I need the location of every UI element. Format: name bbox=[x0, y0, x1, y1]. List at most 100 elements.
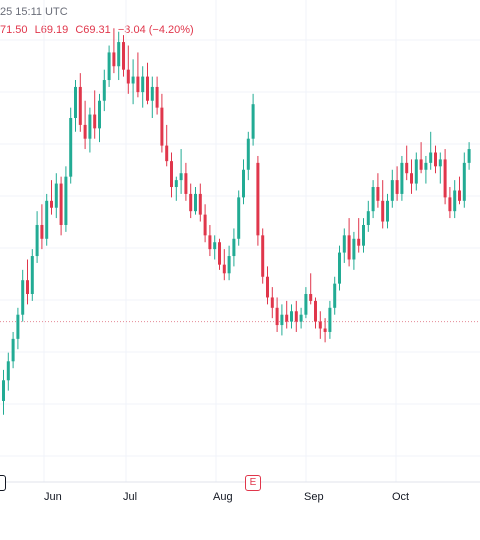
candle bbox=[347, 218, 351, 267]
candle bbox=[280, 304, 284, 336]
candle-body bbox=[458, 190, 461, 201]
candle-body bbox=[400, 162, 404, 194]
candle bbox=[112, 28, 116, 74]
candle-body bbox=[6, 361, 10, 381]
candle-body bbox=[448, 197, 452, 212]
candle-body bbox=[462, 162, 466, 201]
candle bbox=[299, 307, 303, 329]
ohlc-low: L69.19 bbox=[34, 24, 69, 36]
candle-body bbox=[285, 314, 289, 322]
candle bbox=[179, 149, 183, 194]
candle-body bbox=[203, 214, 207, 236]
candle-body bbox=[438, 159, 442, 167]
candle-body bbox=[102, 80, 106, 101]
ohlc-change: −3.04 (−4.20%) bbox=[117, 24, 194, 36]
candle bbox=[227, 245, 231, 281]
candle bbox=[50, 180, 53, 215]
candle bbox=[218, 238, 221, 270]
candle bbox=[424, 155, 428, 184]
candle bbox=[26, 259, 29, 305]
candle-body bbox=[131, 76, 135, 84]
candle-body bbox=[107, 52, 111, 81]
candle bbox=[232, 228, 236, 267]
candle-body bbox=[74, 86, 77, 118]
candle-body bbox=[309, 294, 313, 301]
candle bbox=[213, 235, 217, 260]
candle-body bbox=[146, 76, 149, 101]
candle-body bbox=[266, 276, 269, 298]
candle bbox=[165, 124, 169, 167]
candle-body bbox=[2, 380, 5, 401]
candle-body bbox=[256, 162, 260, 236]
candle-body bbox=[198, 193, 202, 215]
candle bbox=[11, 331, 15, 369]
candle-body bbox=[83, 124, 87, 139]
candle-body bbox=[35, 224, 39, 257]
candle-body bbox=[347, 235, 351, 260]
candle bbox=[309, 273, 313, 305]
candle bbox=[126, 45, 130, 94]
candle-body bbox=[366, 211, 370, 225]
candle bbox=[93, 90, 97, 139]
candle bbox=[366, 200, 370, 232]
candle-body bbox=[242, 169, 245, 198]
candle bbox=[275, 297, 279, 332]
candle-body bbox=[323, 328, 327, 332]
header-timestamp: 25 15:11 UTC bbox=[0, 6, 68, 18]
candle-body bbox=[261, 235, 265, 277]
candle bbox=[261, 228, 265, 284]
candle-body bbox=[78, 86, 82, 125]
candle bbox=[242, 159, 245, 205]
candle bbox=[150, 76, 154, 118]
candle bbox=[136, 52, 140, 98]
candle bbox=[170, 152, 173, 198]
candle bbox=[35, 211, 39, 263]
candle-body bbox=[357, 238, 361, 246]
candle-body bbox=[328, 307, 332, 332]
x-tick-label: Jul bbox=[123, 491, 137, 503]
candle bbox=[208, 224, 212, 257]
candles bbox=[2, 28, 471, 415]
candle-body bbox=[424, 162, 428, 170]
candle-body bbox=[390, 180, 394, 201]
candle bbox=[78, 73, 82, 132]
candle-body bbox=[290, 311, 293, 322]
ohlc-high: 71.50 bbox=[0, 24, 28, 36]
candle bbox=[16, 307, 20, 350]
candle-body bbox=[122, 42, 125, 70]
candle bbox=[131, 59, 135, 105]
candle bbox=[318, 311, 322, 339]
earnings-badge[interactable]: E bbox=[245, 475, 261, 491]
candle-body bbox=[98, 100, 101, 129]
event-marker-left[interactable] bbox=[0, 475, 6, 491]
candle bbox=[434, 145, 437, 174]
candle-body bbox=[174, 180, 178, 188]
candle bbox=[414, 152, 418, 191]
candle bbox=[453, 180, 457, 219]
candle-body bbox=[371, 187, 375, 212]
candle-body bbox=[179, 173, 183, 181]
candle-body bbox=[381, 200, 385, 222]
candle bbox=[443, 149, 447, 205]
candle-body bbox=[54, 183, 58, 208]
candle-body bbox=[16, 314, 20, 339]
candle-body bbox=[69, 118, 73, 177]
candle-body bbox=[314, 300, 317, 322]
candle-body bbox=[338, 252, 341, 284]
candle-body bbox=[126, 69, 130, 84]
candle bbox=[198, 183, 202, 222]
candle bbox=[386, 193, 389, 229]
candle-body bbox=[160, 107, 164, 146]
candle-body bbox=[342, 235, 346, 253]
candle-body bbox=[141, 76, 145, 93]
candle bbox=[323, 318, 327, 343]
legend-header: 25 15:11 UTC 71.50 L69.19 C69.31 −3.04 (… bbox=[0, 4, 480, 36]
candle-body bbox=[227, 256, 231, 274]
candle bbox=[160, 93, 164, 153]
candle bbox=[222, 249, 226, 281]
ohlc-values: 71.50 L69.19 C69.31 −3.04 (−4.20%) bbox=[0, 22, 198, 38]
candle bbox=[266, 266, 269, 305]
candle bbox=[410, 159, 413, 194]
candle bbox=[314, 297, 317, 329]
